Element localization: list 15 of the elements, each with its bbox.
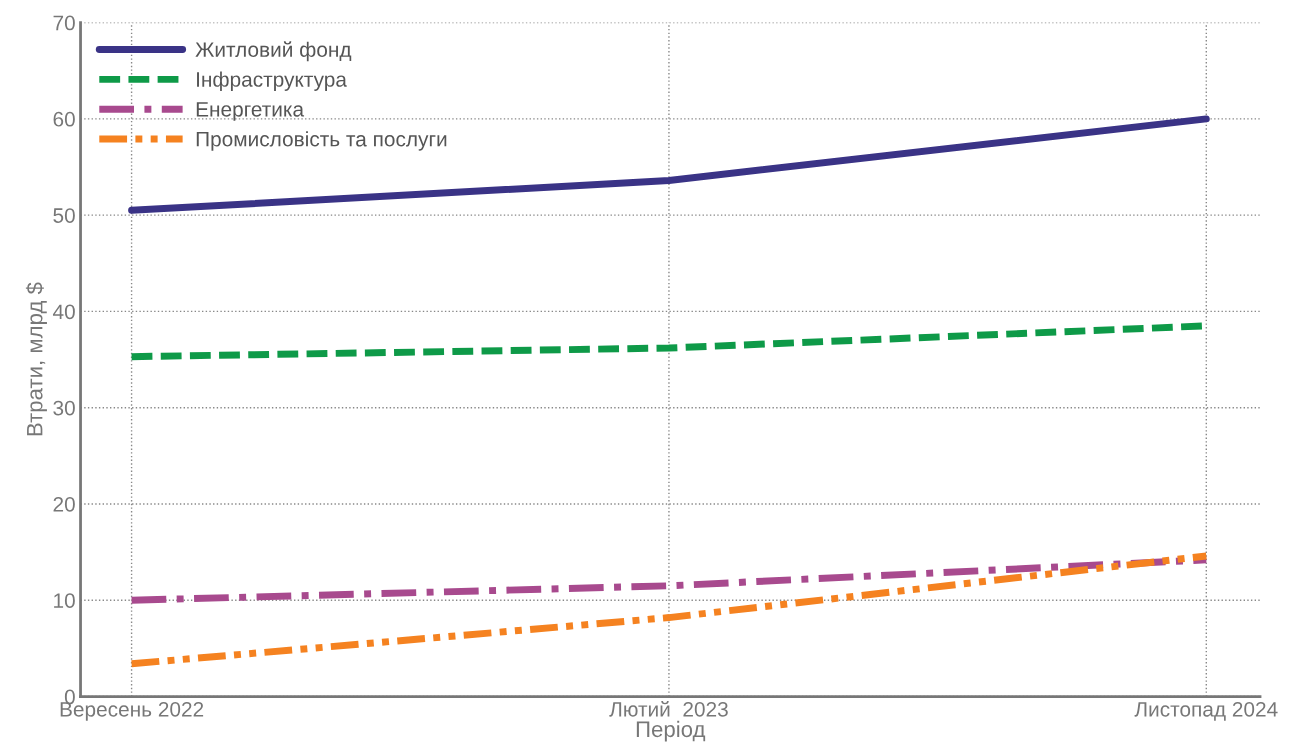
y-axis-title: Втрати, млрд $: [25, 282, 47, 436]
y-tick-label: 70: [53, 15, 75, 31]
x-axis-title: Період: [636, 720, 706, 742]
y-tick-label: 50: [53, 208, 75, 223]
legend-label: Промисловість та послуги: [196, 131, 447, 151]
y-tick-label: 10: [54, 593, 75, 608]
y-tick-label: 30: [53, 400, 75, 416]
legend-label: Енергетика: [196, 102, 305, 121]
legend-label: Інфраструктура: [197, 71, 347, 91]
legend-label: Житловий фонд: [195, 41, 352, 62]
x-tick-label: Листопад 2024: [1134, 701, 1278, 721]
y-tick-label: 60: [53, 111, 75, 127]
y-tick-label: 20: [53, 496, 75, 512]
y-tick-label: 40: [52, 304, 75, 320]
x-tick-label: Лютий 2023: [609, 701, 728, 717]
